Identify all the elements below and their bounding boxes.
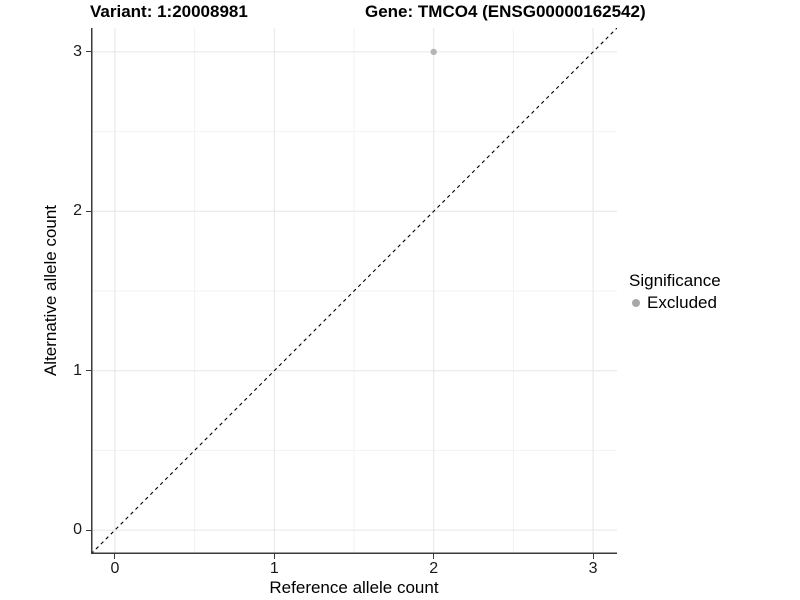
x-tick-mark bbox=[273, 554, 275, 559]
y-tick-mark bbox=[86, 370, 91, 372]
plot-canvas bbox=[90, 27, 618, 555]
legend-title: Significance bbox=[629, 271, 721, 290]
y-tick-mark bbox=[86, 210, 91, 212]
plot-panel bbox=[90, 27, 618, 555]
y-axis-title: Alternative allele count bbox=[36, 28, 66, 554]
x-tick-mark bbox=[433, 554, 435, 559]
legend-point-icon bbox=[632, 298, 640, 307]
identity-line bbox=[90, 27, 618, 555]
y-tick-mark bbox=[86, 51, 91, 53]
y-tick-mark bbox=[86, 529, 91, 531]
y-tick-label: 2 bbox=[73, 202, 82, 220]
x-tick-label: 1 bbox=[269, 560, 279, 577]
legend: Significance Excluded bbox=[629, 270, 721, 313]
plot-title-variant: Variant: 1:20008981 bbox=[90, 2, 248, 21]
x-tick-label: 2 bbox=[429, 560, 439, 577]
x-tick-label: 3 bbox=[588, 560, 598, 577]
x-axis-title: Reference allele count bbox=[269, 578, 439, 597]
plot-title-gene: Gene: TMCO4 (ENSG00000162542) bbox=[365, 2, 646, 21]
y-tick-label: 3 bbox=[73, 42, 82, 60]
y-tick-label: 1 bbox=[73, 361, 82, 379]
y-axis-title-text: Alternative allele count bbox=[41, 205, 60, 377]
y-tick-label: 0 bbox=[73, 521, 82, 539]
legend-item-label: Excluded bbox=[647, 293, 717, 312]
data-point bbox=[430, 48, 437, 56]
x-tick-label: 0 bbox=[110, 560, 120, 577]
legend-item-excluded: Excluded bbox=[629, 292, 721, 313]
x-tick-mark bbox=[114, 554, 116, 559]
x-tick-mark bbox=[592, 554, 594, 559]
